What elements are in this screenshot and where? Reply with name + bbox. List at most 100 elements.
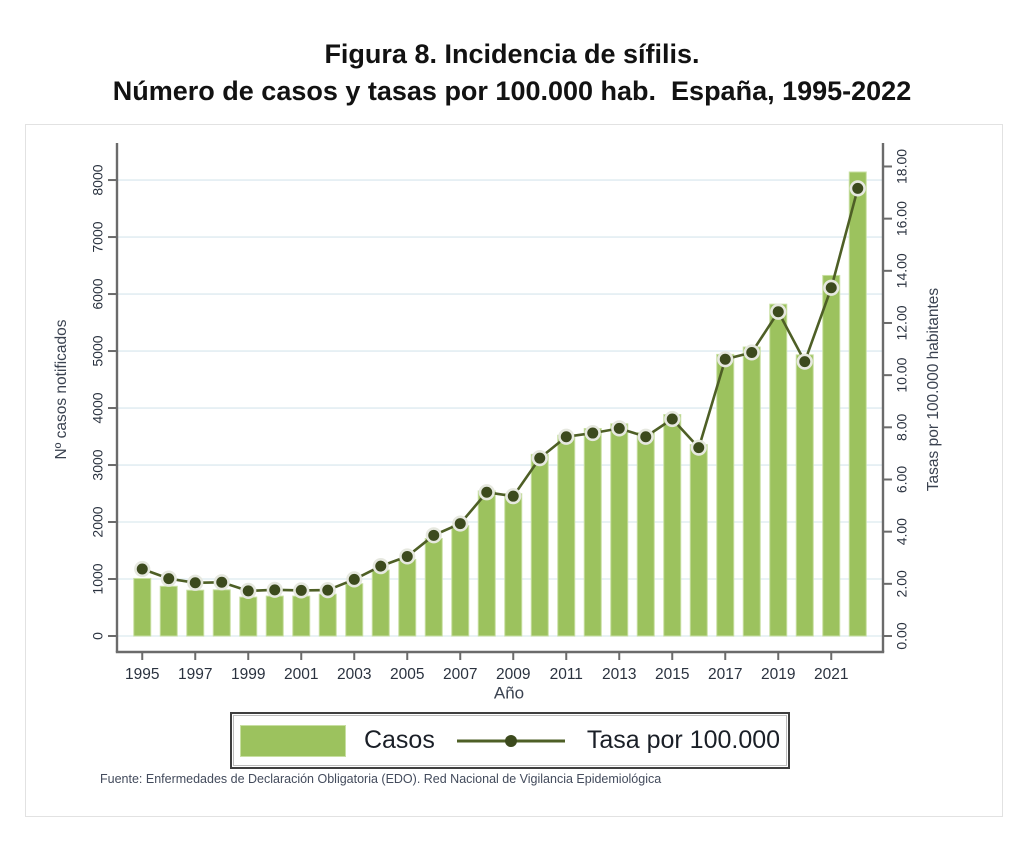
- tasa-marker-2013: [611, 420, 628, 437]
- tasa-marker-2002: [319, 581, 336, 599]
- bar-2009: [504, 493, 523, 637]
- tasa-marker-2011: [558, 428, 575, 445]
- x-tick-label: 2019: [761, 666, 795, 683]
- bar-2017: [716, 353, 735, 637]
- y-left-tick-label: 1000: [90, 563, 106, 594]
- x-tick-label: 2017: [708, 666, 742, 683]
- bar-2018: [742, 346, 761, 637]
- bar-2001: [292, 595, 311, 637]
- tasa-marker-2020: [796, 353, 813, 370]
- x-tick-label: 2021: [814, 666, 848, 683]
- figure-title-line1: Figura 8. Incidencia de sífilis.: [324, 39, 700, 69]
- y-left-tick-label: 0: [90, 632, 106, 640]
- legend-tasa-line-icon: [456, 734, 565, 747]
- bar-2019: [769, 303, 788, 637]
- legend-tasa-label: Tasa por 100.000: [586, 726, 781, 754]
- y-right-tick-label: 2.00: [894, 570, 910, 597]
- y-left-tick-label: 7000: [90, 221, 106, 252]
- y-left-tick-label: 8000: [90, 164, 106, 195]
- legend-casos-swatch: [239, 724, 346, 757]
- tasa-marker-2008: [478, 484, 495, 501]
- y-right-tick-label: 14.00: [894, 253, 910, 288]
- bar-2014: [636, 432, 655, 637]
- y-right-tick-label: 8.00: [894, 413, 910, 440]
- figure-title: Figura 8. Incidencia de sífilis. Número …: [0, 36, 1024, 110]
- bar-1997: [186, 589, 205, 637]
- y-left-tick-label: 2000: [90, 506, 106, 537]
- y-right-tick-label: 4.00: [894, 518, 910, 545]
- legend: Casos Tasa por 100.000: [230, 712, 790, 769]
- bar-2012: [583, 427, 602, 637]
- x-tick-label: 1999: [231, 666, 265, 683]
- y-left-tick-label: 4000: [90, 392, 106, 423]
- bar-2020: [795, 354, 814, 637]
- bar-1996: [159, 585, 178, 637]
- bar-2006: [424, 537, 443, 637]
- tasa-marker-2005: [399, 548, 416, 565]
- tasa-marker-1996: [160, 570, 177, 587]
- tasa-marker-2022: [849, 180, 866, 197]
- tasa-marker-1998: [213, 574, 230, 591]
- x-tick-label: 2001: [284, 666, 318, 683]
- bar-2000: [265, 595, 284, 637]
- bar-2008: [477, 490, 496, 637]
- tasa-marker-2007: [452, 515, 469, 532]
- x-axis-title: Año: [494, 683, 524, 702]
- tasa-marker-2016: [690, 439, 707, 456]
- tasa-marker-2001: [293, 582, 310, 599]
- bar-2010: [530, 453, 549, 637]
- bar-1998: [212, 589, 231, 637]
- y-right-tick-label: 6.00: [894, 466, 910, 493]
- tasa-marker-2006: [425, 527, 442, 544]
- tasa-marker-2015: [664, 410, 681, 428]
- figure-title-line2: Número de casos y tasas por 100.000 hab.…: [112, 76, 912, 106]
- tasa-marker-2018: [743, 344, 760, 361]
- tasa-marker-2019: [770, 303, 787, 320]
- bar-2011: [557, 434, 576, 637]
- tasa-marker-2012: [584, 424, 601, 442]
- tasa-marker-2010: [531, 450, 548, 467]
- bar-2005: [398, 558, 417, 637]
- tasa-marker-2009: [505, 488, 522, 505]
- bar-2013: [610, 423, 629, 637]
- y-right-tick-label: 18.00: [894, 149, 910, 184]
- x-tick-label: 2015: [655, 666, 689, 683]
- tasa-marker-2000: [266, 581, 283, 598]
- bar-2015: [663, 414, 682, 637]
- y-right-tick-label: 12.00: [894, 305, 910, 340]
- x-tick-label: 2011: [550, 666, 583, 683]
- bar-1999: [239, 596, 258, 637]
- bar-2003: [345, 583, 364, 637]
- tasa-marker-2004: [372, 557, 389, 575]
- y-axis-right-title: Tasas por 100.000 habitantes: [925, 288, 942, 492]
- tasa-marker-1995: [134, 560, 151, 578]
- tasa-marker-2003: [346, 571, 363, 588]
- bar-2022: [848, 171, 867, 637]
- tasa-line: [141, 188, 860, 593]
- bar-2007: [451, 525, 470, 637]
- tasa-marker-2017: [717, 351, 734, 368]
- bar-2004: [371, 569, 390, 637]
- x-tick-label: 2007: [443, 666, 477, 683]
- x-tick-label: 1997: [178, 666, 212, 683]
- x-tick-label: 2003: [337, 666, 371, 683]
- y-right-tick-label: 0.00: [894, 622, 910, 649]
- y-right-tick-label: 10.00: [894, 357, 910, 392]
- y-left-tick-label: 6000: [90, 278, 106, 309]
- x-tick-label: 1995: [125, 666, 159, 683]
- tasa-marker-1997: [187, 574, 204, 591]
- source-note: Fuente: Enfermedades de Declaración Obli…: [100, 772, 662, 786]
- y-right-tick-label: 16.00: [894, 201, 910, 236]
- legend-casos-label: Casos: [363, 726, 435, 754]
- tasa-marker-1999: [240, 582, 257, 599]
- bar-2016: [689, 444, 708, 637]
- x-tick-label: 2005: [390, 666, 424, 683]
- bar-1995: [133, 577, 152, 637]
- bar-2021: [822, 274, 841, 637]
- tasa-marker-2014: [637, 428, 654, 445]
- x-tick-label: 2013: [602, 666, 636, 683]
- y-left-tick-label: 5000: [90, 335, 106, 366]
- y-axis-left-title: Nº casos notificados: [53, 319, 70, 459]
- tasa-marker-2021: [823, 279, 840, 296]
